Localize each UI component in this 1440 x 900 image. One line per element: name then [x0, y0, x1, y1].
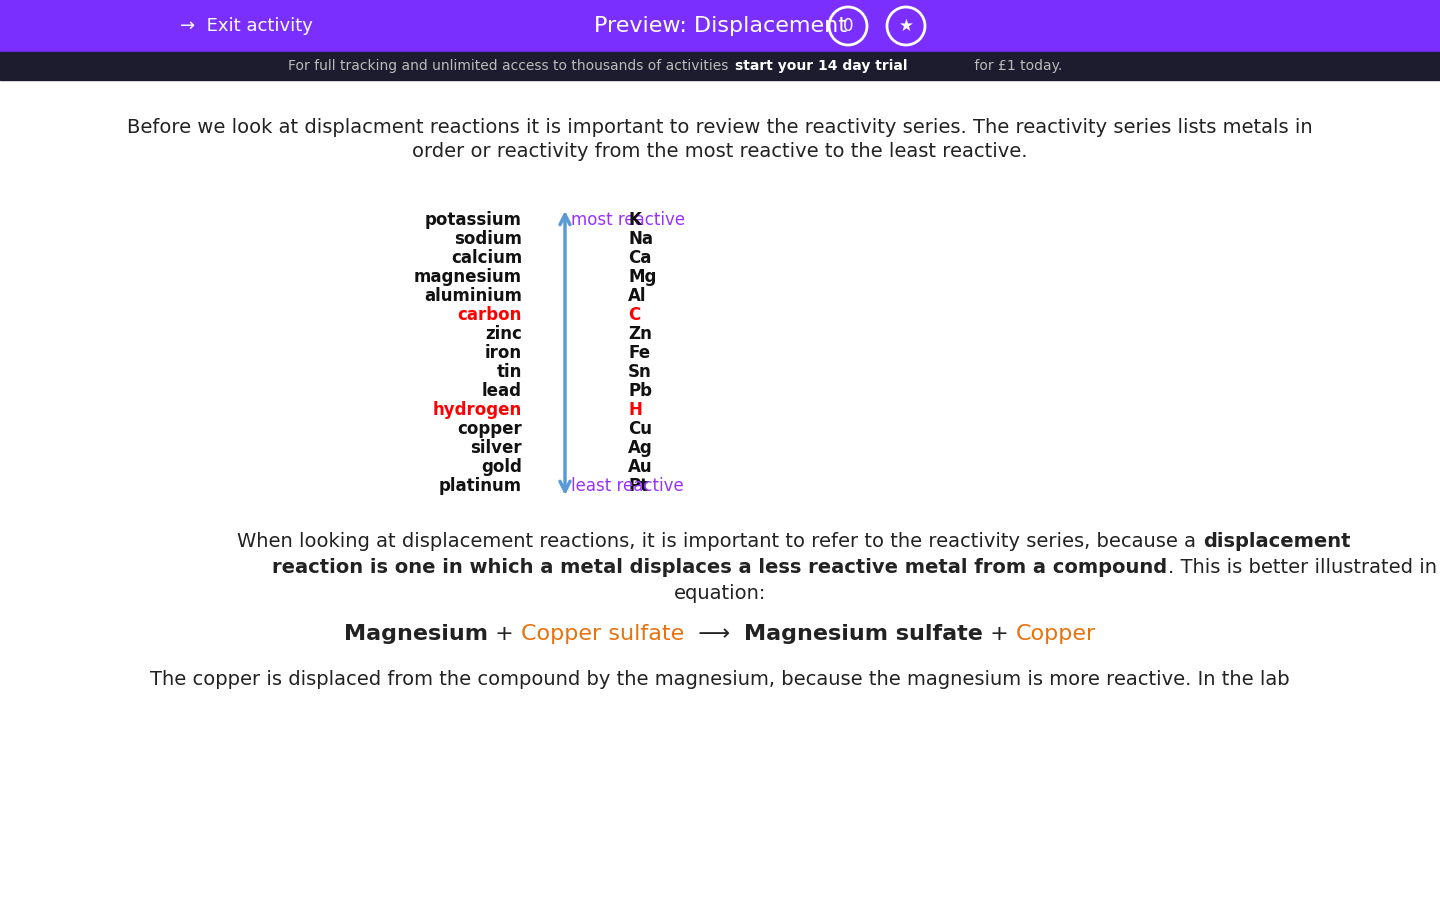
Bar	[0, 0, 1440, 52]
Text: For full tracking and unlimited access to thousands of activities: For full tracking and unlimited access t…	[288, 59, 733, 73]
Text: magnesium: magnesium	[413, 268, 521, 286]
Text: The copper is displaced from the compound by the magnesium, because the magnesiu: The copper is displaced from the compoun…	[150, 670, 1290, 689]
Text: aluminium: aluminium	[423, 287, 521, 305]
Text: equation:: equation:	[674, 584, 766, 603]
Text: Magnesium sulfate: Magnesium sulfate	[744, 624, 984, 644]
Text: silver: silver	[471, 439, 521, 457]
Text: Pt: Pt	[628, 477, 648, 495]
Text: +: +	[984, 624, 1017, 644]
Text: calcium: calcium	[451, 249, 521, 267]
Text: reaction is one in which a metal displaces a less reactive metal from a compound: reaction is one in which a metal displac…	[272, 558, 1168, 577]
Text: sodium: sodium	[454, 230, 521, 248]
Text: Fe: Fe	[628, 344, 649, 362]
Text: →  Exit activity: → Exit activity	[180, 17, 312, 35]
Text: +: +	[488, 624, 521, 644]
Text: Copper: Copper	[1017, 624, 1096, 644]
Text: for £1 today.: for £1 today.	[971, 59, 1063, 73]
Text: Pb: Pb	[628, 382, 652, 400]
Text: hydrogen: hydrogen	[433, 401, 521, 419]
Text: least reactive: least reactive	[572, 477, 684, 495]
Text: carbon: carbon	[458, 306, 521, 324]
Text: lead: lead	[482, 382, 521, 400]
Text: Au: Au	[628, 458, 652, 476]
Text: order or reactivity from the most reactive to the least reactive.: order or reactivity from the most reacti…	[412, 142, 1028, 161]
Text: Al: Al	[628, 287, 647, 305]
Text: platinum: platinum	[439, 477, 521, 495]
Text: C: C	[628, 306, 641, 324]
Text: iron: iron	[485, 344, 521, 362]
Text: When looking at displacement reactions, it is important to refer to the reactivi: When looking at displacement reactions, …	[238, 532, 1202, 551]
Text: Ag: Ag	[628, 439, 652, 457]
Bar	[0, 52, 1440, 80]
Text: Na: Na	[628, 230, 652, 248]
Text: Sn: Sn	[628, 363, 652, 381]
Text: copper: copper	[458, 420, 521, 438]
Text: displacement: displacement	[1202, 532, 1351, 551]
Text: Before we look at displacment reactions it is important to review the reactivity: Before we look at displacment reactions …	[127, 118, 1313, 137]
Text: ⟶: ⟶	[684, 624, 744, 644]
Text: Ca: Ca	[628, 249, 651, 267]
Text: ★: ★	[899, 17, 913, 35]
Text: zinc: zinc	[485, 325, 521, 343]
Text: Magnesium: Magnesium	[344, 624, 488, 644]
Text: potassium: potassium	[425, 211, 521, 229]
Text: tin: tin	[497, 363, 521, 381]
Text: H: H	[628, 401, 642, 419]
Text: Zn: Zn	[628, 325, 652, 343]
Text: K: K	[628, 211, 641, 229]
Text: gold: gold	[481, 458, 521, 476]
Text: start your 14 day trial: start your 14 day trial	[734, 59, 907, 73]
Text: Mg: Mg	[628, 268, 657, 286]
Text: Copper sulfate: Copper sulfate	[521, 624, 684, 644]
Text: Preview: Displacement: Preview: Displacement	[593, 16, 847, 36]
Text: most reactive: most reactive	[572, 211, 685, 229]
Text: Cu: Cu	[628, 420, 652, 438]
Text: . This is better illustrated in an: . This is better illustrated in an	[1168, 558, 1440, 577]
Text: 0: 0	[842, 17, 854, 35]
